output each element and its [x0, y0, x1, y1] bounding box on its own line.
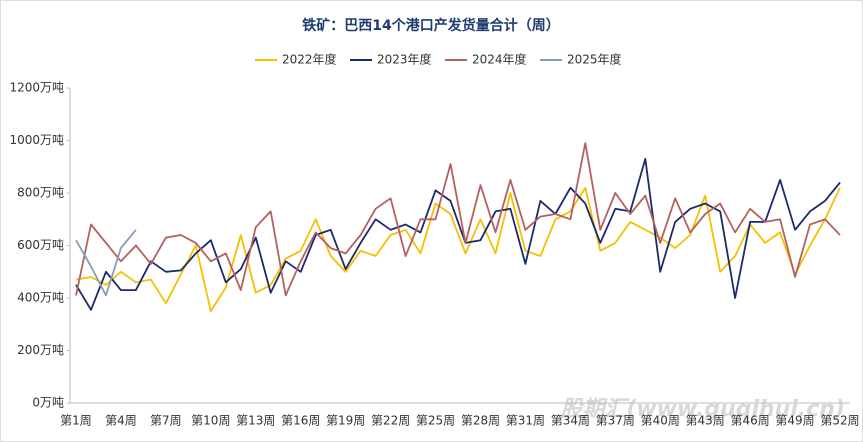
chart-title: 铁矿：巴西14个港口产发货量合计（周）	[302, 17, 559, 34]
x-tick-label: 第7周	[150, 414, 182, 428]
legend-label: 2025年度	[567, 52, 622, 67]
x-tick-label: 第43周	[686, 414, 725, 428]
x-tick-label: 第19周	[326, 414, 365, 428]
series-line	[75, 158, 841, 311]
series-line	[75, 229, 137, 297]
x-tick-label: 第28周	[461, 414, 500, 428]
x-tick-label: 第46周	[730, 414, 769, 428]
x-tick-label: 第1周	[60, 414, 92, 428]
y-tick-label: 1200万吨	[9, 81, 64, 95]
series-line	[75, 142, 841, 297]
x-tick-label: 第4周	[105, 414, 137, 428]
x-tick-label: 第22周	[371, 414, 410, 428]
y-tick-label: 200万吨	[17, 343, 64, 357]
y-tick-label: 0万吨	[32, 396, 64, 410]
watermark: 股期汇(www.guqihui.cn)	[559, 397, 845, 422]
y-tick-label: 600万吨	[17, 238, 64, 252]
x-tick-label: 第34周	[551, 414, 590, 428]
x-tick-label: 第25周	[416, 414, 455, 428]
legend-label: 2023年度	[377, 52, 432, 67]
x-tick-label: 第31周	[506, 414, 545, 428]
x-tick-label: 第13周	[236, 414, 275, 428]
x-tick-label: 第37周	[596, 414, 635, 428]
x-tick-label: 第40周	[641, 414, 680, 428]
x-tick-label: 第49周	[775, 414, 814, 428]
x-tick-label: 第10周	[191, 414, 230, 428]
y-tick-label: 800万吨	[17, 186, 64, 200]
x-tick-label: 第52周	[820, 414, 859, 428]
legend-label: 2022年度	[282, 52, 337, 67]
y-tick-label: 1000万吨	[9, 133, 64, 147]
legend-label: 2024年度	[472, 52, 527, 67]
y-tick-label: 400万吨	[17, 291, 64, 305]
series-line	[75, 186, 841, 312]
x-tick-label: 第16周	[281, 414, 320, 428]
